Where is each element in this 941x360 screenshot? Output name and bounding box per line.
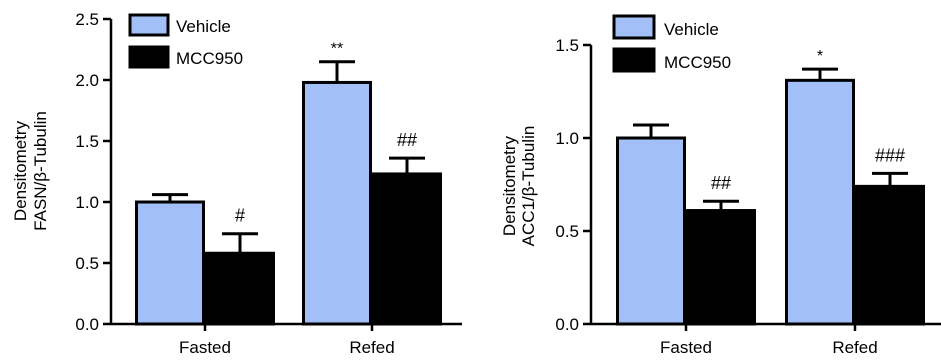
bar-vehicle-fasted xyxy=(616,136,686,326)
legend-label: Vehicle xyxy=(664,20,719,39)
legend: Vehicle MCC950 xyxy=(128,13,243,69)
legend-label: MCC950 xyxy=(176,49,243,68)
y-tick-label: 0.5 xyxy=(555,222,579,241)
significance-label: ## xyxy=(711,173,731,193)
y-tick-label: 1.0 xyxy=(75,193,99,212)
y-tick-label: 2.0 xyxy=(75,71,99,90)
significance-label: ## xyxy=(397,130,417,150)
legend: Vehicle MCC950 xyxy=(612,14,731,73)
y-tick-label: 0.5 xyxy=(75,254,99,273)
bar-vehicle-refed xyxy=(785,78,855,326)
y-axis-label-line-2: ACC1/β-Tubulin xyxy=(519,126,538,247)
bar-mcc950-fasted xyxy=(686,209,756,326)
y-tick-label: 0.0 xyxy=(555,315,579,334)
legend-swatch-mcc950 xyxy=(128,45,170,69)
bar-mcc950-refed xyxy=(372,172,442,326)
y-axis-label-line-2: FASN/β-Tubulin xyxy=(31,111,50,231)
significance-label: ** xyxy=(331,41,343,58)
x-tick-label: Refed xyxy=(349,338,394,357)
significance-label: ### xyxy=(875,145,905,165)
bar-vehicle-fasted xyxy=(135,200,205,326)
bar-mcc950-refed xyxy=(855,184,925,326)
legend-swatch-mcc950 xyxy=(612,47,656,73)
legend-swatch-vehicle xyxy=(128,13,170,37)
legend-swatch-vehicle xyxy=(612,14,656,40)
x-tick-label: Fasted xyxy=(179,338,231,357)
y-tick-label: 1.5 xyxy=(75,132,99,151)
significance-label: # xyxy=(235,206,245,226)
y-tick-label: 0.0 xyxy=(75,315,99,334)
bar-vehicle-refed xyxy=(302,80,372,326)
x-tick-label: Fasted xyxy=(660,338,712,357)
x-tick-label: Refed xyxy=(832,338,877,357)
legend-label: Vehicle xyxy=(176,17,231,36)
y-axis-label-line-1: Densitometry xyxy=(500,135,519,236)
bar-mcc950-fasted xyxy=(205,251,275,326)
y-axis-label-line-1: Densitometry xyxy=(11,120,30,221)
significance-label: * xyxy=(817,48,823,65)
chart-1: Densitometry FASN/β-Tubulin # Fasted ** ## Ref… xyxy=(11,10,462,357)
y-tick-label: 1.5 xyxy=(555,36,579,55)
y-tick-label: 2.5 xyxy=(75,10,99,29)
legend-label: MCC950 xyxy=(664,53,731,72)
y-tick-label: 1.0 xyxy=(555,129,579,148)
chart-2: Densitometry ACC1/β-Tubulin ## Fasted * ### Re… xyxy=(500,14,941,357)
